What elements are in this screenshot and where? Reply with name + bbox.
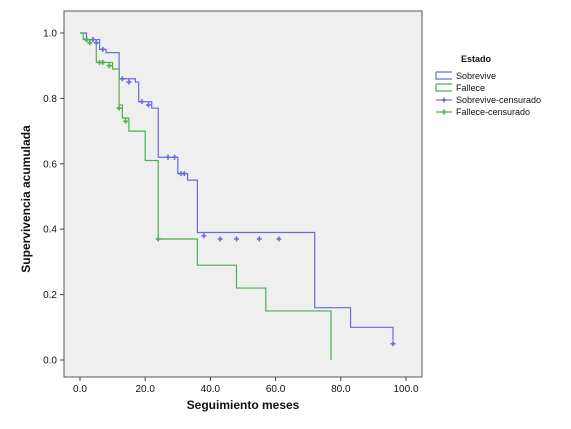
censor-mark-sobrevive [119, 76, 125, 82]
censor-mark-sobrevive [139, 99, 145, 105]
censor-mark-sobrevive [201, 233, 207, 239]
censor-mark-fallece [155, 236, 161, 242]
censor-mark-sobrevive [100, 46, 106, 52]
legend-label: Fallece [456, 83, 485, 93]
censor-mark-fallece [84, 37, 90, 43]
y-axis-title: Supervivencia acumulada [19, 125, 33, 273]
x-tick-label: 0.0 [73, 384, 87, 395]
censor-mark-fallece [123, 118, 129, 124]
y-tick-label: 0.0 [43, 356, 57, 367]
y-tick-label: 1.0 [43, 29, 57, 40]
censor-mark-sobrevive [390, 341, 396, 347]
legend-line-swatch [435, 71, 452, 80]
legend-label: Sobrevive [456, 71, 496, 81]
x-tick-label: 60.0 [266, 384, 286, 395]
legend: Estado Sobrevive Fallece Sobrevive-censura… [435, 54, 541, 117]
censor-mark-sobrevive [276, 236, 282, 242]
x-tick-label: 40.0 [201, 384, 221, 395]
axes: 0.0 20.0 40.0 60.0 80.0 100.0 0.0 0.2 0.4 0.6 0.8 1… [43, 29, 419, 396]
legend-label: Sobrevive-censurado [456, 95, 541, 105]
censor-mark-sobrevive [256, 236, 262, 242]
plot-area [63, 10, 423, 378]
censor-mark-sobrevive [172, 154, 178, 160]
legend-cross-icon [441, 109, 447, 115]
x-tick-label: 20.0 [135, 384, 155, 395]
censor-mark-sobrevive [90, 37, 96, 43]
survival-line-fallece [80, 32, 332, 360]
censor-mark-fallece [87, 40, 93, 46]
censor-mark-sobrevive [145, 102, 151, 108]
legend-title: Estado [461, 54, 492, 64]
x-axis-title: Seguimiento meses [187, 398, 300, 412]
censor-mark-sobrevive [93, 40, 99, 46]
censor-mark-fallece [100, 59, 106, 65]
censor-mark-sobrevive [217, 236, 223, 242]
censor-marks [84, 37, 396, 347]
censor-mark-sobrevive [181, 171, 187, 177]
censor-mark-sobrevive [233, 236, 239, 242]
censor-mark-fallece [116, 105, 122, 111]
y-tick-label: 0.6 [43, 159, 57, 170]
y-tick-label: 0.2 [43, 290, 57, 301]
censor-mark-fallece [106, 63, 112, 69]
x-tick-label: 80.0 [331, 384, 351, 395]
censor-mark-sobrevive [165, 154, 171, 160]
legend-label: Fallece-censurado [456, 107, 530, 117]
y-tick-label: 0.4 [43, 225, 57, 236]
legend-line-swatch [435, 83, 452, 92]
legend-cross-icon [441, 97, 447, 103]
x-tick-label: 100.0 [393, 384, 418, 395]
y-tick-label: 0.8 [43, 94, 57, 105]
censor-mark-sobrevive [126, 79, 132, 85]
